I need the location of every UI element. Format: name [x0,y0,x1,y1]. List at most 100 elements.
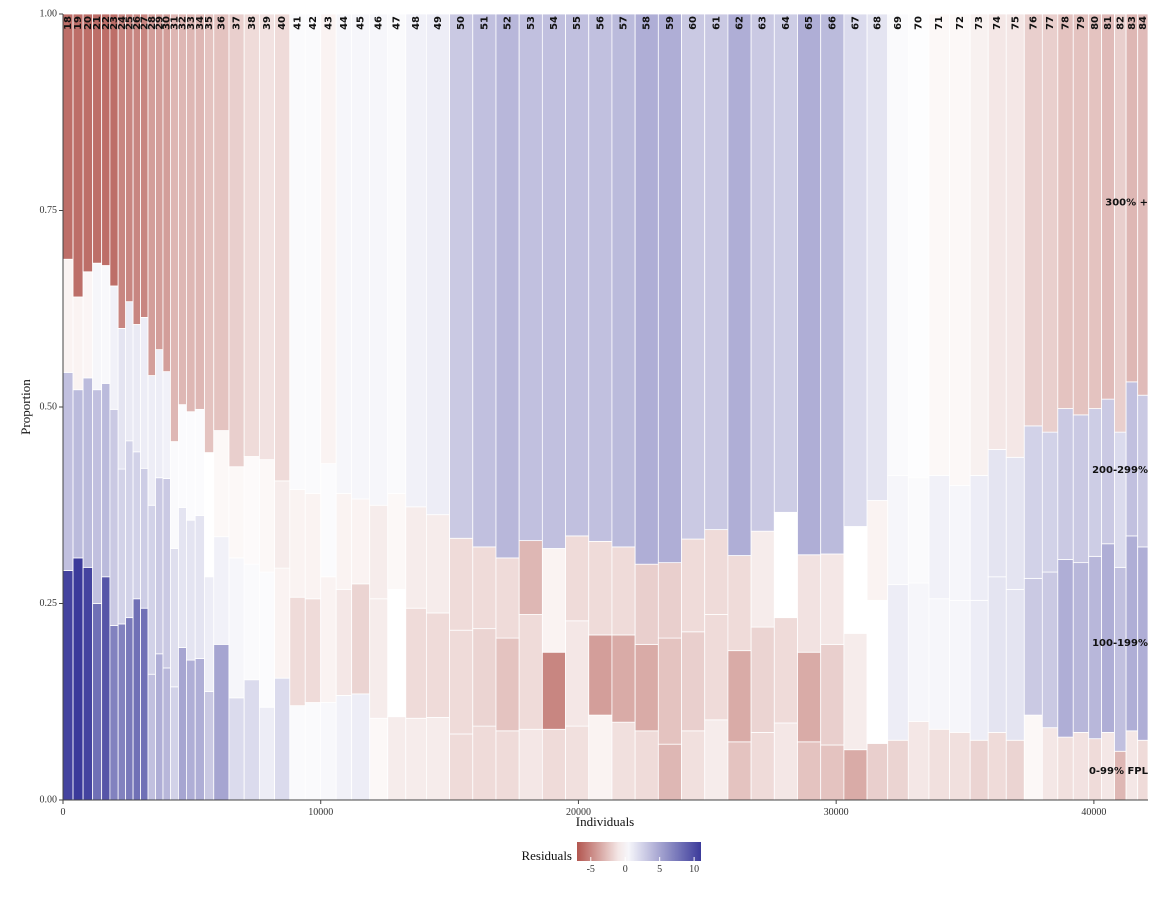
mosaic-cell [1041,13,1059,433]
mosaic-cell [304,493,322,600]
column-label: 44 [339,16,350,30]
mosaic-cell [132,13,141,325]
column-label: 66 [827,16,838,30]
mosaic-cell [866,13,889,501]
mosaic-cell [117,13,127,329]
y-axis: 0.00 0.25 0.50 0.75 1.00 [40,8,64,805]
column-label: 54 [549,16,560,30]
mosaic-cell [101,576,111,801]
mosaic-cell [1023,714,1043,801]
mosaic-cell [125,440,134,619]
legend-ticks: -5 0 5 10 [587,857,699,875]
mosaic-cell [425,514,450,614]
mosaic-cell [228,13,245,468]
column-label: 45 [356,16,367,30]
column-label: 65 [804,16,815,30]
column-label: 61 [711,16,722,30]
mosaic-cell [1114,431,1127,568]
mosaic-cell [387,716,407,801]
mosaic-cell [949,599,971,733]
column-label: 62 [735,16,746,30]
mosaic-cell [797,741,822,801]
mosaic-cell [178,507,187,648]
mosaic-cell [472,725,497,801]
mosaic-cell [541,651,566,730]
mosaic-cell [243,13,260,457]
mosaic-cell [750,626,775,733]
column-label: 71 [934,16,945,30]
column-label: 69 [893,16,904,30]
mosaic-cell [681,631,706,732]
mosaic-cell [369,598,389,719]
mosaic-cell [186,519,196,661]
mosaic-cell [987,449,1007,578]
mosaic-cell [213,13,230,431]
mosaic-cell [117,623,127,801]
mosaic-cell [186,659,196,801]
legend-tick-label: 10 [689,864,699,875]
mosaic-cell [518,540,543,615]
column-label: 81 [1103,16,1114,30]
mosaic-cell [727,650,752,743]
mosaic-cell [887,474,909,586]
mosaic-cell [132,324,141,453]
mosaic-cell [907,13,930,479]
mosaic-cell [1125,381,1139,537]
column-label: 24 [117,16,128,30]
mosaic-cell [125,301,134,442]
mosaic-cell [62,258,74,373]
mosaic-cell [949,732,971,801]
column-label: 68 [872,16,883,30]
mosaic-cell [449,13,474,539]
mosaic-cell [1088,408,1103,557]
mosaic-cell [155,477,164,655]
mosaic-cell [155,349,164,479]
mosaic-cell [162,13,171,373]
mosaic-cell [472,13,497,548]
mosaic-cell [449,537,474,631]
mosaic-cell [335,493,353,590]
mosaic-cell [213,643,230,801]
mosaic-cell [405,607,427,719]
mosaic-cell [228,557,245,699]
mosaic-cell [228,466,245,559]
mosaic-cell [194,658,205,801]
mosaic-cell [170,441,179,549]
mosaic-cell [565,535,590,622]
column-label: 31 [169,16,180,30]
column-label: 70 [914,16,925,30]
column-label: 76 [1028,16,1039,30]
mosaic-cell [1125,535,1139,732]
mosaic-cell [425,717,450,801]
mosaic-cell [304,598,322,703]
mosaic-cell [1057,13,1074,409]
mosaic-cell [351,693,371,801]
mosaic-cell [1088,13,1103,409]
mosaic-cell [495,13,520,559]
column-label: 78 [1061,16,1072,30]
mosaic-cell [657,637,682,745]
mosaic-cell [611,546,636,636]
mosaic-cell [178,404,187,509]
mosaic-cell [565,725,590,801]
x-tick-label: 30000 [824,807,849,818]
mosaic-cell [369,717,389,801]
column-label: 42 [308,16,319,30]
mosaic-cell [425,13,450,516]
segment-label: 300% + [1105,198,1148,209]
mosaic-cell [335,695,353,801]
column-label: 20 [83,16,94,30]
mosaic-cell [72,389,84,559]
x-axis: 0 10000 20000 30000 40000 [61,799,1148,818]
mosaic-cell [92,603,103,801]
mosaic-cell [140,13,149,318]
y-axis-title: Proportion [18,379,33,435]
mosaic-cell [704,13,729,531]
mosaic-cell [194,515,205,659]
mosaic-cell [634,13,659,565]
column-label: 22 [101,16,112,30]
mosaic-cell [405,506,427,609]
column-label: 50 [456,16,467,30]
column-label: 60 [688,16,699,30]
mosaic-cell [1137,13,1149,396]
